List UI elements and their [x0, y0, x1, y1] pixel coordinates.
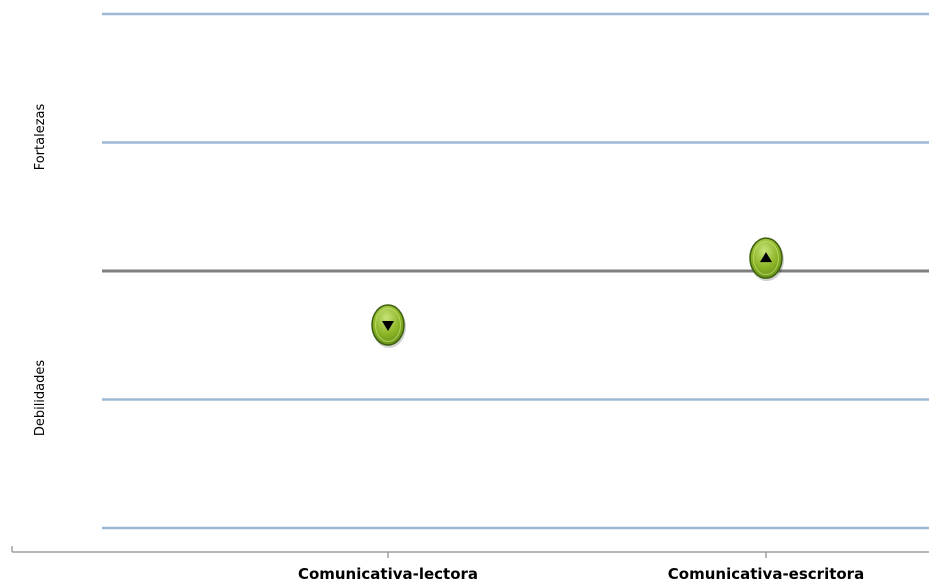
marker-rim	[375, 307, 401, 342]
x-tick-label: Comunicativa-escritora	[668, 565, 864, 582]
triangle-down-icon	[382, 320, 394, 331]
x-tick-label: Comunicativa-lectora	[298, 565, 478, 582]
data-point-comunicativa-escritora	[749, 237, 784, 282]
x-axis-tick-labels: Comunicativa-lectora Comunicativa-escrito…	[298, 565, 864, 582]
data-point-comunicativa-lectora	[371, 304, 406, 348]
strengths-label: Fortalezas	[33, 104, 48, 171]
gridlines	[102, 12, 929, 530]
weaknesses-label: Debilidades	[33, 360, 48, 437]
x-axis-ticks	[11, 546, 767, 558]
triangle-up-icon	[760, 252, 772, 263]
data-points	[371, 237, 784, 348]
marker-rim	[753, 241, 779, 276]
